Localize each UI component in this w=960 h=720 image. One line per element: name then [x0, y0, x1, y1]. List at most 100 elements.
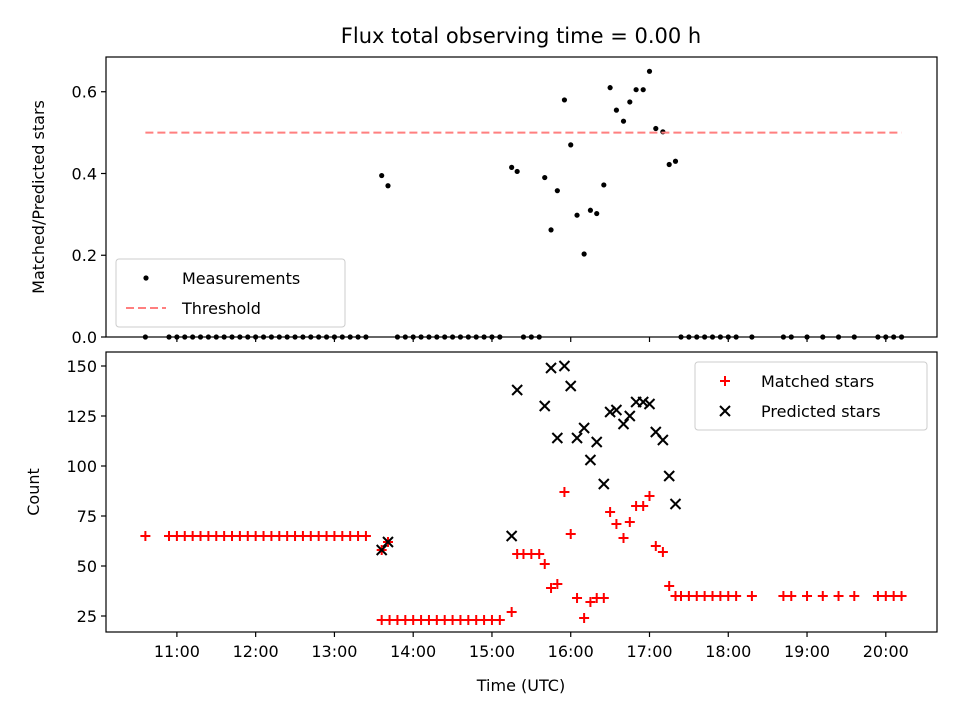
- data-point: [610, 404, 623, 416]
- x-tick-label: 14:00: [390, 642, 436, 661]
- chart-title: Flux total observing time = 0.00 h: [341, 24, 701, 48]
- x-tick-label: 11:00: [154, 642, 200, 661]
- legend-box: [115, 258, 346, 328]
- data-point: [896, 591, 907, 601]
- data-point: [817, 591, 828, 601]
- data-point: [578, 422, 590, 434]
- y-tick-label: 75: [77, 507, 97, 526]
- data-point: [571, 432, 583, 444]
- data-point: [613, 107, 620, 113]
- data-point: [640, 87, 646, 93]
- y-tick-label: 100: [66, 457, 97, 476]
- data-point: [385, 183, 391, 189]
- legend-label: Predicted stars: [761, 402, 881, 421]
- data-point: [548, 227, 554, 233]
- data-point: [539, 400, 551, 412]
- data-point: [638, 501, 649, 511]
- data-point: [579, 613, 590, 623]
- legend-marker: [720, 376, 730, 386]
- bottom-y-axis-label: Count: [24, 468, 43, 516]
- legend-label: Measurements: [182, 269, 300, 288]
- legend-marker: [719, 405, 731, 417]
- data-point: [382, 536, 394, 548]
- data-point: [140, 531, 151, 541]
- series-matched-stars: [140, 487, 907, 625]
- legend-marker: [143, 275, 149, 281]
- data-point: [539, 559, 550, 569]
- data-point: [546, 583, 557, 593]
- y-tick-label: 125: [66, 407, 97, 426]
- y-tick-label: 0.2: [72, 246, 97, 265]
- y-tick-label: 150: [66, 357, 97, 376]
- data-point: [591, 436, 603, 448]
- data-point: [657, 547, 668, 557]
- series-predicted-stars: [375, 360, 682, 556]
- data-point: [633, 87, 639, 93]
- y-tick-label: 0.6: [72, 83, 97, 102]
- top-y-axis-label: Matched/Predicted stars: [29, 100, 48, 294]
- data-point: [653, 125, 659, 132]
- x-axis-label: Time (UTC): [476, 676, 565, 695]
- data-point: [669, 498, 682, 510]
- data-point: [672, 158, 679, 164]
- data-point: [574, 212, 580, 218]
- data-point: [545, 362, 557, 374]
- data-point: [552, 579, 563, 589]
- data-point: [514, 168, 520, 175]
- data-point: [731, 591, 742, 601]
- data-point: [657, 434, 669, 446]
- data-point: [505, 530, 518, 542]
- legend-label: Matched stars: [761, 372, 874, 391]
- data-point: [587, 207, 594, 213]
- data-point: [572, 593, 583, 603]
- data-point: [559, 487, 570, 497]
- data-point: [607, 85, 613, 91]
- data-point: [786, 591, 797, 601]
- plot-frame: [105, 351, 938, 633]
- data-point: [581, 251, 587, 257]
- data-point: [561, 97, 568, 103]
- data-point: [534, 549, 545, 559]
- y-tick-label: 50: [77, 557, 97, 576]
- data-point: [506, 607, 517, 617]
- data-point: [618, 533, 629, 543]
- data-point: [663, 470, 675, 482]
- legend-label: Threshold: [181, 299, 261, 318]
- x-tick-label: 12:00: [233, 642, 279, 661]
- data-point: [565, 529, 576, 539]
- data-point: [509, 164, 515, 170]
- data-point: [611, 519, 622, 529]
- data-point: [558, 360, 571, 372]
- legend: Matched stars Predicted stars: [694, 361, 928, 431]
- x-tick-label: 19:00: [784, 642, 830, 661]
- x-tick-label: 18:00: [705, 642, 751, 661]
- data-point: [849, 591, 860, 601]
- data-point: [643, 398, 656, 410]
- data-point: [585, 597, 596, 607]
- data-point: [360, 531, 371, 541]
- y-tick-label: 0.0: [72, 328, 97, 347]
- data-point: [598, 478, 610, 490]
- legend-box: [694, 361, 928, 431]
- data-point: [594, 210, 600, 217]
- data-point: [584, 454, 597, 466]
- x-tick-label: 16:00: [548, 642, 594, 661]
- count-panel: 25 50 75 100 125 150 11:00 12:00 13:00 14:00 15:00…: [66, 351, 938, 661]
- data-point: [746, 591, 757, 601]
- plot-frame: [105, 56, 938, 338]
- x-tick-label: 15:00: [469, 642, 515, 661]
- data-point: [542, 174, 548, 181]
- x-tick-label: 20:00: [863, 642, 909, 661]
- data-point: [802, 591, 813, 601]
- data-point: [601, 182, 607, 188]
- data-point: [624, 517, 635, 527]
- data-point: [646, 68, 653, 74]
- data-point: [598, 593, 609, 603]
- data-point: [375, 544, 388, 556]
- y-tick-label: 25: [77, 607, 97, 626]
- data-point: [604, 406, 616, 418]
- data-point: [620, 118, 627, 124]
- data-point: [664, 581, 675, 591]
- ratio-panel: 0.0 0.2 0.4 0.6 Measurements Threshold: [72, 56, 938, 347]
